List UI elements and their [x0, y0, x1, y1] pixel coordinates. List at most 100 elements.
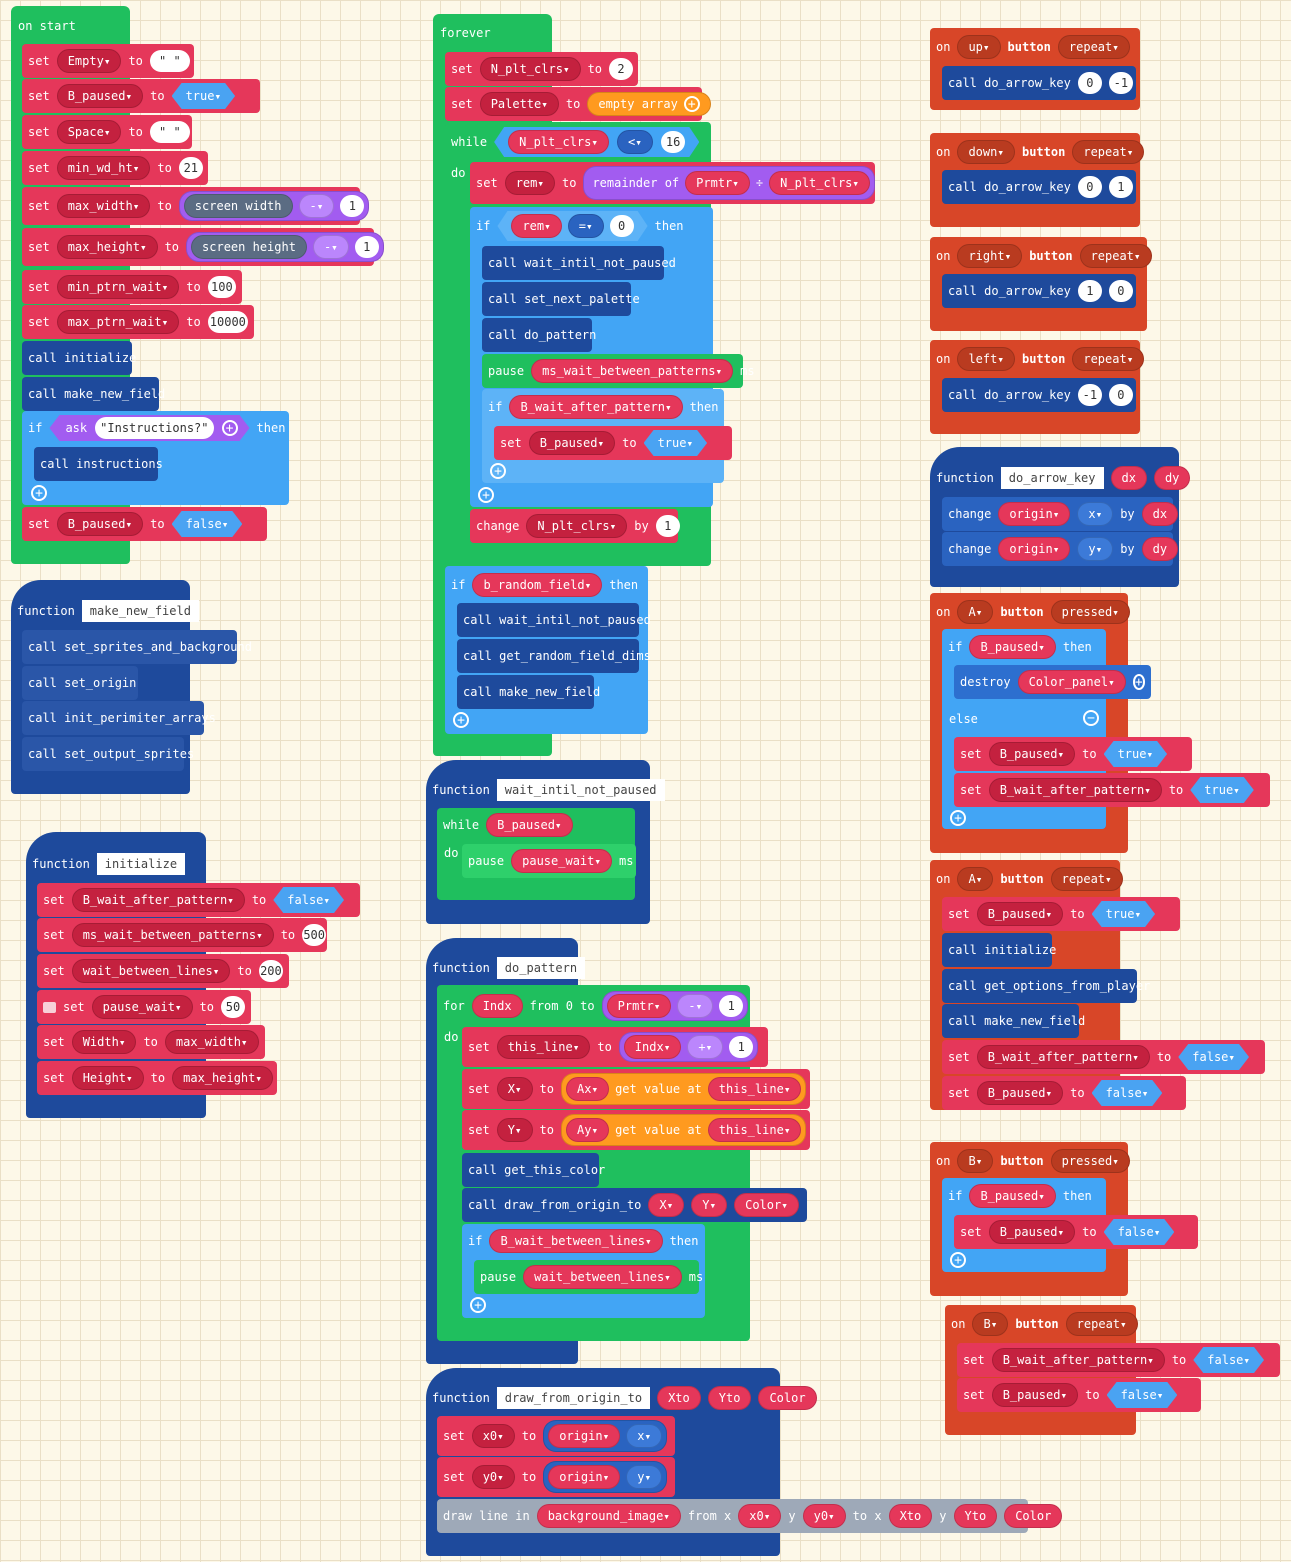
operator-dropdown[interactable]: -: [312, 235, 349, 259]
call-block[interactable]: call get_options_from_player: [942, 969, 1150, 1003]
call-make-new-field-block[interactable]: call make_new_field: [22, 377, 165, 411]
add-else-icon[interactable]: +: [31, 485, 47, 501]
set-row[interactable]: set Y to Ay get value at this_line: [462, 1110, 810, 1150]
event-dropdown[interactable]: repeat: [1065, 1312, 1138, 1336]
on-start-set-row[interactable]: set B_paused to true: [22, 79, 260, 113]
pause-block[interactable]: pause pause_wait ms: [462, 844, 636, 878]
function-name-input[interactable]: do_arrow_key: [1000, 467, 1104, 489]
set-row[interactable]: set X to Ax get value at this_line: [462, 1069, 810, 1109]
set-row[interactable]: set Palette to empty array +: [445, 87, 711, 121]
variable-reporter[interactable]: Indx: [623, 1035, 682, 1059]
math-expression[interactable]: screen height - 1: [186, 232, 384, 262]
call-instructions-block[interactable]: call instructions: [34, 447, 163, 481]
operator-dropdown[interactable]: =: [568, 214, 604, 238]
property-dropdown[interactable]: x: [626, 1424, 663, 1448]
number-input[interactable]: 1: [354, 236, 379, 258]
set-row[interactable]: set Width to max_width: [37, 1025, 265, 1059]
variable-dropdown[interactable]: N_plt_clrs: [526, 514, 628, 538]
set-row[interactable]: set B_paused to false: [942, 1076, 1186, 1110]
set-row[interactable]: set B_paused to false: [957, 1378, 1201, 1412]
comment-icon[interactable]: [43, 1001, 56, 1013]
variable-dropdown[interactable]: Palette: [479, 92, 559, 116]
call-block[interactable]: call make_new_field: [942, 1004, 1085, 1038]
variable-reporter[interactable]: b_random_field: [472, 573, 603, 597]
set-row[interactable]: set wait_between_lines to 200: [37, 954, 289, 988]
call-block[interactable]: call make_new_field: [457, 675, 600, 709]
variable-dropdown[interactable]: max_ptrn_wait: [56, 310, 180, 334]
number-input[interactable]: 1: [1108, 176, 1133, 198]
number-input[interactable]: 0: [1077, 176, 1102, 198]
boolean-dropdown[interactable]: true: [1190, 777, 1254, 803]
variable-dropdown[interactable]: ms_wait_between_patterns: [71, 923, 274, 947]
number-input[interactable]: 21: [178, 157, 203, 179]
number-input[interactable]: 1: [340, 195, 365, 217]
variable-dropdown[interactable]: this_line: [496, 1035, 591, 1059]
call-block[interactable]: call do_arrow_key 1 0: [942, 274, 1136, 308]
set-row[interactable]: set B_wait_after_pattern to false: [942, 1040, 1265, 1074]
call-block[interactable]: call set_output_sprites: [22, 737, 194, 771]
parameter-reporter[interactable]: Xto: [888, 1504, 933, 1528]
call-block[interactable]: call set_next_palette: [482, 282, 640, 316]
event-dropdown[interactable]: repeat: [1072, 140, 1145, 164]
variable-dropdown[interactable]: B_wait_after_pattern: [71, 888, 245, 912]
variable-reporter[interactable]: Ay: [566, 1118, 610, 1142]
number-input[interactable]: 200: [258, 960, 283, 982]
variable-dropdown[interactable]: min_wd_ht: [56, 156, 151, 180]
button-dropdown[interactable]: B: [972, 1312, 1009, 1336]
variable-dropdown[interactable]: min_ptrn_wait: [56, 275, 180, 299]
change-sprite-block[interactable]: change origin x by dx: [942, 497, 1179, 531]
variable-reporter[interactable]: origin: [998, 502, 1071, 526]
variable-reporter[interactable]: background_image: [536, 1504, 681, 1528]
parameter-reporter[interactable]: dx: [1110, 466, 1147, 490]
boolean-dropdown[interactable]: false: [1107, 1382, 1178, 1408]
boolean-dropdown[interactable]: false: [172, 511, 243, 537]
number-input[interactable]: 16: [661, 131, 685, 153]
add-else-icon[interactable]: +: [490, 463, 506, 479]
on-start-set-row[interactable]: set B_paused to false: [22, 507, 267, 541]
function-name-input[interactable]: do_pattern: [496, 957, 586, 979]
add-parameter-icon[interactable]: +: [1132, 674, 1145, 690]
variable-reporter[interactable]: max_height: [172, 1066, 273, 1090]
function-name-input[interactable]: initialize: [96, 853, 186, 875]
ask-block[interactable]: ask "Instructions?" +: [49, 415, 249, 441]
pause-block[interactable]: pause wait_between_lines ms: [474, 1260, 703, 1294]
variable-reporter[interactable]: Ax: [566, 1077, 610, 1101]
call-block[interactable]: call do_arrow_key 0 -1: [942, 66, 1136, 100]
button-dropdown[interactable]: left: [957, 347, 1015, 371]
variable-reporter[interactable]: max_width: [164, 1030, 259, 1054]
button-dropdown[interactable]: A: [957, 867, 994, 891]
parameter-reporter[interactable]: dy: [1141, 537, 1179, 561]
variable-reporter[interactable]: B_paused: [969, 635, 1056, 659]
set-row[interactable]: set pause_wait to 50: [37, 990, 251, 1024]
number-input[interactable]: 100: [207, 276, 236, 298]
variable-dropdown[interactable]: N_plt_clrs: [479, 57, 581, 81]
variable-reporter[interactable]: ms_wait_between_patterns: [531, 359, 734, 383]
call-block[interactable]: call get_this_color: [462, 1153, 605, 1187]
variable-reporter[interactable]: wait_between_lines: [523, 1265, 682, 1289]
property-dropdown[interactable]: y: [1077, 537, 1114, 561]
event-dropdown[interactable]: repeat: [1072, 347, 1145, 371]
call-block[interactable]: call do_arrow_key -1 0: [942, 378, 1136, 412]
button-dropdown[interactable]: right: [957, 244, 1023, 268]
math-expression[interactable]: screen width - 1: [178, 191, 370, 221]
variable-reporter[interactable]: Prmtr: [685, 171, 750, 195]
string-input[interactable]: " ": [149, 121, 190, 143]
variable-dropdown[interactable]: B_paused: [976, 902, 1064, 926]
set-row[interactable]: set N_plt_clrs to 2: [445, 52, 638, 86]
number-input[interactable]: -1: [1077, 384, 1102, 406]
variable-reporter[interactable]: B_paused: [969, 1184, 1056, 1208]
number-input[interactable]: 0: [1077, 72, 1102, 94]
event-dropdown[interactable]: pressed: [1050, 600, 1130, 624]
number-input[interactable]: 1: [1077, 280, 1102, 302]
variable-reporter[interactable]: N_plt_clrs: [769, 171, 871, 195]
set-row[interactable]: set B_paused to false: [954, 1215, 1198, 1249]
pause-block[interactable]: pause ms_wait_between_patterns ms: [482, 354, 755, 388]
function-name-input[interactable]: wait_intil_not_paused: [496, 779, 665, 801]
number-input[interactable]: 500: [302, 924, 327, 946]
variable-reporter[interactable]: origin: [998, 537, 1071, 561]
parameter-reporter[interactable]: Yto: [707, 1386, 752, 1410]
on-start-set-row[interactable]: set Space to " ": [22, 115, 192, 149]
operator-dropdown[interactable]: <: [617, 130, 653, 154]
button-dropdown[interactable]: A: [957, 600, 994, 624]
boolean-dropdown[interactable]: false: [1193, 1347, 1264, 1373]
